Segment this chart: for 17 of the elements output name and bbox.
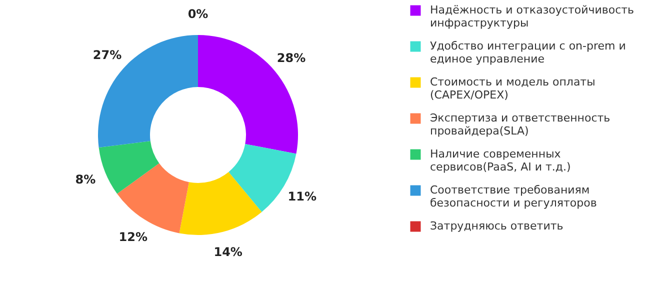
data-label: 8%: [75, 172, 96, 187]
text: 0%: [188, 7, 208, 21]
data-label: 27%: [92, 48, 122, 62]
legend-label: Затрудняюсь ответить: [430, 220, 564, 232]
legend-label: Экспертиза и ответственность провайдера(SLA): [430, 112, 610, 138]
donut-slice: [179, 172, 262, 235]
donut-slice: [98, 141, 160, 194]
legend-label: Соответствие требованиям безопасности и регуляторов: [430, 184, 597, 210]
legend-label: Надёжность и отказоустойчивость инфраструктуры: [430, 4, 634, 30]
legend-label: Удобство интеграции с on-prem и единое управление: [430, 40, 626, 66]
donut-slice: [117, 163, 190, 234]
data-label: 14%: [214, 245, 242, 260]
data-label: 28%: [276, 50, 306, 65]
data-label: 11%: [288, 190, 317, 204]
legend-label: Стоимость и модель оплаты (CAPEX/OPEX): [430, 76, 596, 102]
data-label: 12%: [118, 230, 148, 244]
legend-label: Наличие современных сервисов(PaaS, AI и т.д.): [430, 148, 571, 174]
